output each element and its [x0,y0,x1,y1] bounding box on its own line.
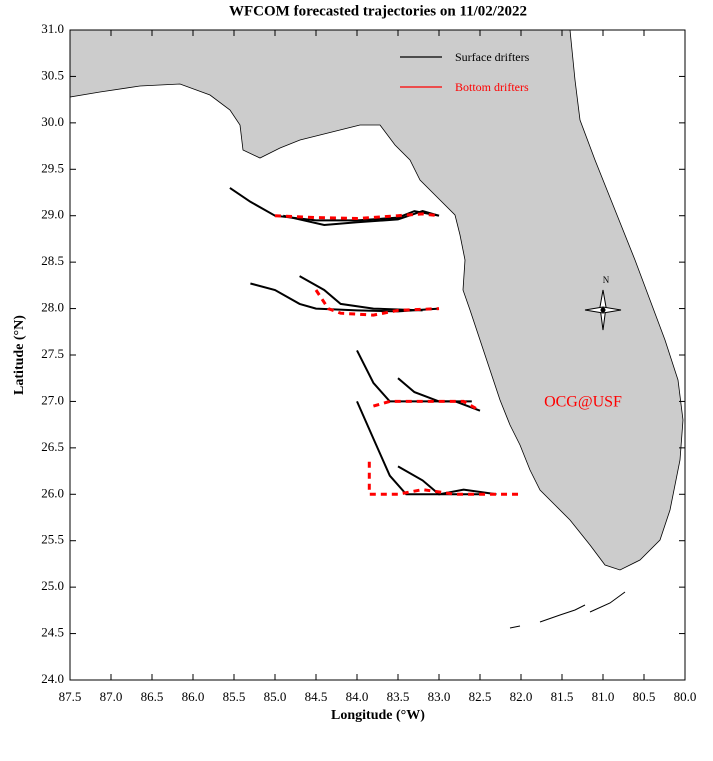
trajectory [397,465,497,496]
y-tick-label: 31.0 [41,21,64,36]
keys [509,591,626,629]
annotation: OCG@USF [544,394,622,411]
x-tick-label: 85.5 [223,689,246,704]
y-tick-label: 26.5 [41,439,64,454]
y-axis-label: Latitude (°N) [12,315,27,395]
x-tick-label: 84.0 [346,689,369,704]
x-tick-label: 87.5 [59,689,82,704]
y-tick-label: 27.0 [41,392,64,407]
compass [584,289,622,331]
x-tick-label: 86.5 [141,689,164,704]
trajectory [282,210,440,227]
land [69,29,684,571]
y-tick-label: 29.0 [41,207,64,222]
x-tick-label: 80.0 [674,689,697,704]
x-tick-label: 87.0 [100,689,123,704]
x-tick-label: 80.5 [633,689,656,704]
x-axis-label: Longitude (°W) [331,708,425,723]
x-tick-label: 83.0 [428,689,451,704]
y-tick-label: 30.0 [41,114,64,129]
trajectory [274,212,440,221]
trajectory [299,275,423,312]
y-tick-label: 28.0 [41,300,64,315]
y-tick-label: 25.5 [41,532,64,547]
x-tick-label: 81.0 [592,689,615,704]
x-tick-label: 83.5 [387,689,410,704]
y-tick-label: 28.5 [41,253,64,268]
legend-label: Bottom drifters [455,80,529,94]
y-tick-label: 30.5 [41,67,64,82]
trajectory [314,289,440,317]
x-tick-label: 82.0 [510,689,533,704]
y-tick-label: 25.0 [41,578,64,593]
x-tick-label: 85.0 [264,689,287,704]
y-tick-label: 24.0 [41,671,64,686]
x-tick-label: 82.5 [469,689,492,704]
y-tick-label: 24.5 [41,625,64,640]
x-tick-label: 86.0 [182,689,205,704]
trajectory [372,399,481,413]
title: WFCOM forecasted trajectories on 11/02/2… [229,3,527,19]
x-tick-label: 81.5 [551,689,574,704]
trajectory [229,187,440,222]
y-tick-label: 26.0 [41,485,64,500]
x-tick-label: 84.5 [305,689,328,704]
legend-label: Surface drifters [455,50,530,64]
compass-label: N [603,275,610,285]
trajectory [356,400,480,496]
y-tick-label: 27.5 [41,346,64,361]
y-tick-label: 29.5 [41,160,64,175]
